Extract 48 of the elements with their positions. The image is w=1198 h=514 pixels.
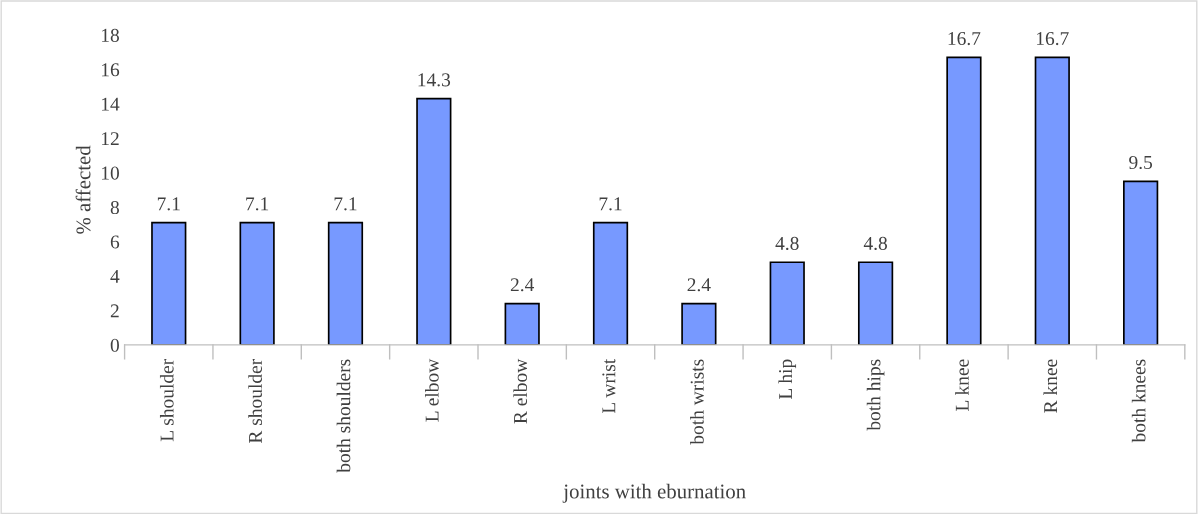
y-tick-label: 18 [102, 28, 119, 42]
y-tick-label: 0 [110, 338, 119, 352]
x-tick-label: R shoulder [248, 358, 262, 444]
bar [416, 97, 452, 345]
y-tick-label: 12 [102, 132, 119, 146]
bar [1123, 180, 1159, 345]
y-tick-label: 6 [110, 235, 120, 249]
data-label: 9.5 [1129, 155, 1153, 170]
x-tick-label: R knee [1043, 359, 1058, 413]
y-tick-label: 16 [102, 63, 120, 77]
x-axis-title: joints with eburnation [562, 483, 746, 503]
x-tick-label: R elbow [513, 358, 528, 424]
bar [769, 261, 805, 345]
x-tick-label: both shoulders [336, 359, 351, 473]
data-label: 2.4 [510, 278, 535, 292]
data-label: 2.4 [687, 278, 711, 292]
bar [239, 221, 275, 345]
bar [504, 302, 540, 345]
bar [327, 221, 364, 345]
x-tick-label: L hip [778, 359, 797, 400]
data-label: 16.7 [1036, 31, 1069, 46]
x-tick-label: both hips [866, 359, 885, 431]
x-tick-label: L knee [955, 359, 969, 411]
y-axis-title: % affected [75, 145, 91, 234]
data-label: 14.3 [418, 73, 451, 87]
y-tick-label: 14 [102, 97, 120, 111]
data-label: 7.1 [157, 197, 180, 211]
data-label: 7.1 [599, 197, 622, 211]
bar [592, 221, 629, 345]
bar [1034, 56, 1070, 345]
x-tick-label: L shoulder [159, 358, 174, 442]
y-tick-label: 2 [110, 304, 119, 318]
y-tick-label: 8 [110, 200, 119, 215]
bar [151, 221, 187, 345]
data-label: 4.8 [775, 236, 799, 251]
data-label: 4.8 [863, 236, 887, 251]
x-tick-label: both knees [1131, 359, 1146, 443]
data-label: 7.1 [246, 197, 269, 211]
x-tick-label: L elbow [425, 358, 439, 422]
x-tick-label: both wrists [690, 359, 704, 445]
bar [857, 261, 894, 345]
data-label: 7.1 [334, 197, 357, 211]
bar [681, 302, 717, 345]
data-label: 16.7 [948, 31, 981, 46]
bar [946, 56, 982, 345]
x-tick-label: L wrist [602, 358, 616, 414]
y-tick-label: 10 [102, 166, 119, 180]
y-tick-label: 4 [110, 269, 120, 283]
